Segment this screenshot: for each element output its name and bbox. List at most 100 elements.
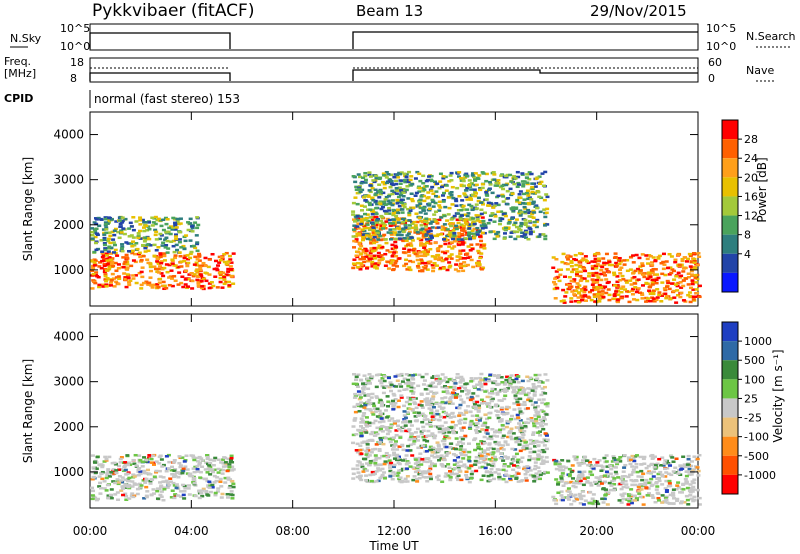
velocity-cell: [598, 475, 603, 478]
velocity-cell: [127, 497, 132, 500]
velocity-cell: [430, 454, 435, 457]
power-cell: [371, 229, 376, 232]
power-cell: [431, 200, 436, 204]
velocity-cell: [397, 462, 402, 466]
velocity-cell: [220, 492, 225, 496]
velocity-cell: [390, 399, 395, 403]
velocity-cell: [463, 434, 468, 438]
power-cell: [372, 257, 377, 260]
power-cell: [435, 222, 440, 225]
velocity-cell: [434, 391, 439, 395]
power-cell: [184, 234, 189, 237]
power-cell: [454, 236, 459, 240]
velocity-cell: [483, 466, 488, 470]
velocity-cell: [167, 460, 172, 464]
velocity-cell: [404, 388, 409, 391]
velocity-cell: [407, 428, 412, 432]
velocity-cell: [149, 493, 154, 497]
power-cell: [370, 218, 375, 222]
velocity-cell: [480, 428, 485, 431]
velocity-cell: [571, 484, 576, 488]
power-cell: [372, 235, 377, 239]
power-cell: [430, 220, 435, 223]
power-cell: [600, 292, 605, 296]
power-cell: [395, 208, 400, 211]
velocity-cell: [443, 396, 448, 399]
power-cell: [525, 181, 530, 184]
power-cell: [90, 274, 95, 277]
velocity-cell: [433, 385, 438, 389]
velocity-cell: [403, 419, 408, 423]
velocity-cell: [626, 503, 631, 506]
velocity-cell: [227, 463, 232, 466]
power-cell: [413, 252, 418, 256]
velocity-cell: [429, 390, 434, 393]
power-cell: [438, 245, 443, 248]
power-cell: [377, 223, 382, 226]
velocity-cell: [127, 461, 132, 465]
velocity-cell: [177, 461, 182, 465]
velocity-cell: [422, 379, 427, 382]
velocity-cell: [102, 480, 107, 483]
velocity-cell: [355, 385, 360, 389]
velocity-cell: [391, 408, 396, 411]
velocity-cell: [208, 490, 213, 494]
power-cell: [136, 252, 141, 256]
power-cell: [590, 260, 595, 263]
velocity-cell: [181, 467, 186, 471]
velocity-cell: [226, 457, 231, 461]
power-cell: [125, 273, 130, 276]
velocity-cell: [136, 468, 141, 471]
velocity-cell: [118, 457, 123, 461]
power-cell: [207, 273, 212, 276]
power-cell: [406, 232, 411, 235]
velocity-cell: [428, 467, 433, 471]
power-cell: [207, 282, 212, 285]
power-cell: [390, 247, 395, 250]
power-cell: [365, 237, 370, 241]
power-cell: [417, 251, 422, 254]
power-cell: [403, 223, 408, 227]
velocity-cell: [431, 413, 436, 417]
velocity-cell: [466, 458, 471, 462]
power-cell: [404, 262, 409, 266]
velocity-cell: [493, 440, 498, 444]
velocity-cell: [499, 399, 504, 402]
power-cell: [192, 273, 197, 276]
velocity-cell: [458, 460, 463, 463]
power-cell: [195, 278, 200, 282]
velocity-cell: [214, 479, 219, 483]
power-cell: [631, 261, 636, 264]
velocity-cell: [171, 481, 176, 485]
velocity-cell: [468, 423, 473, 427]
power-cell: [636, 287, 641, 290]
power-cell: [96, 216, 101, 220]
power-cell: [456, 255, 461, 258]
power-cell: [367, 258, 372, 261]
velocity-cell: [505, 412, 510, 415]
velocity-cell: [412, 440, 417, 443]
velocity-cell: [399, 394, 404, 397]
power-cell: [457, 243, 462, 247]
power-cell: [578, 279, 583, 283]
velocity-cell: [509, 462, 514, 465]
velocity-cell: [172, 458, 177, 462]
power-cell: [107, 231, 112, 234]
power-cell: [692, 251, 697, 255]
power-cell: [441, 177, 446, 180]
velocity-cell: [525, 444, 530, 447]
power-cell: [491, 206, 496, 209]
power-cell: [127, 249, 132, 253]
velocity-cell: [206, 467, 211, 470]
power-cell: [501, 187, 506, 191]
power-cell: [640, 253, 645, 256]
power-cell: [678, 295, 683, 299]
power-cell: [460, 232, 465, 236]
velocity-cell: [630, 465, 635, 468]
power-cell: [353, 180, 358, 184]
velocity-cell: [206, 484, 211, 487]
power-cell: [368, 190, 373, 194]
power-cell: [161, 241, 166, 245]
power-cell: [188, 239, 193, 242]
power-cell: [109, 278, 114, 282]
